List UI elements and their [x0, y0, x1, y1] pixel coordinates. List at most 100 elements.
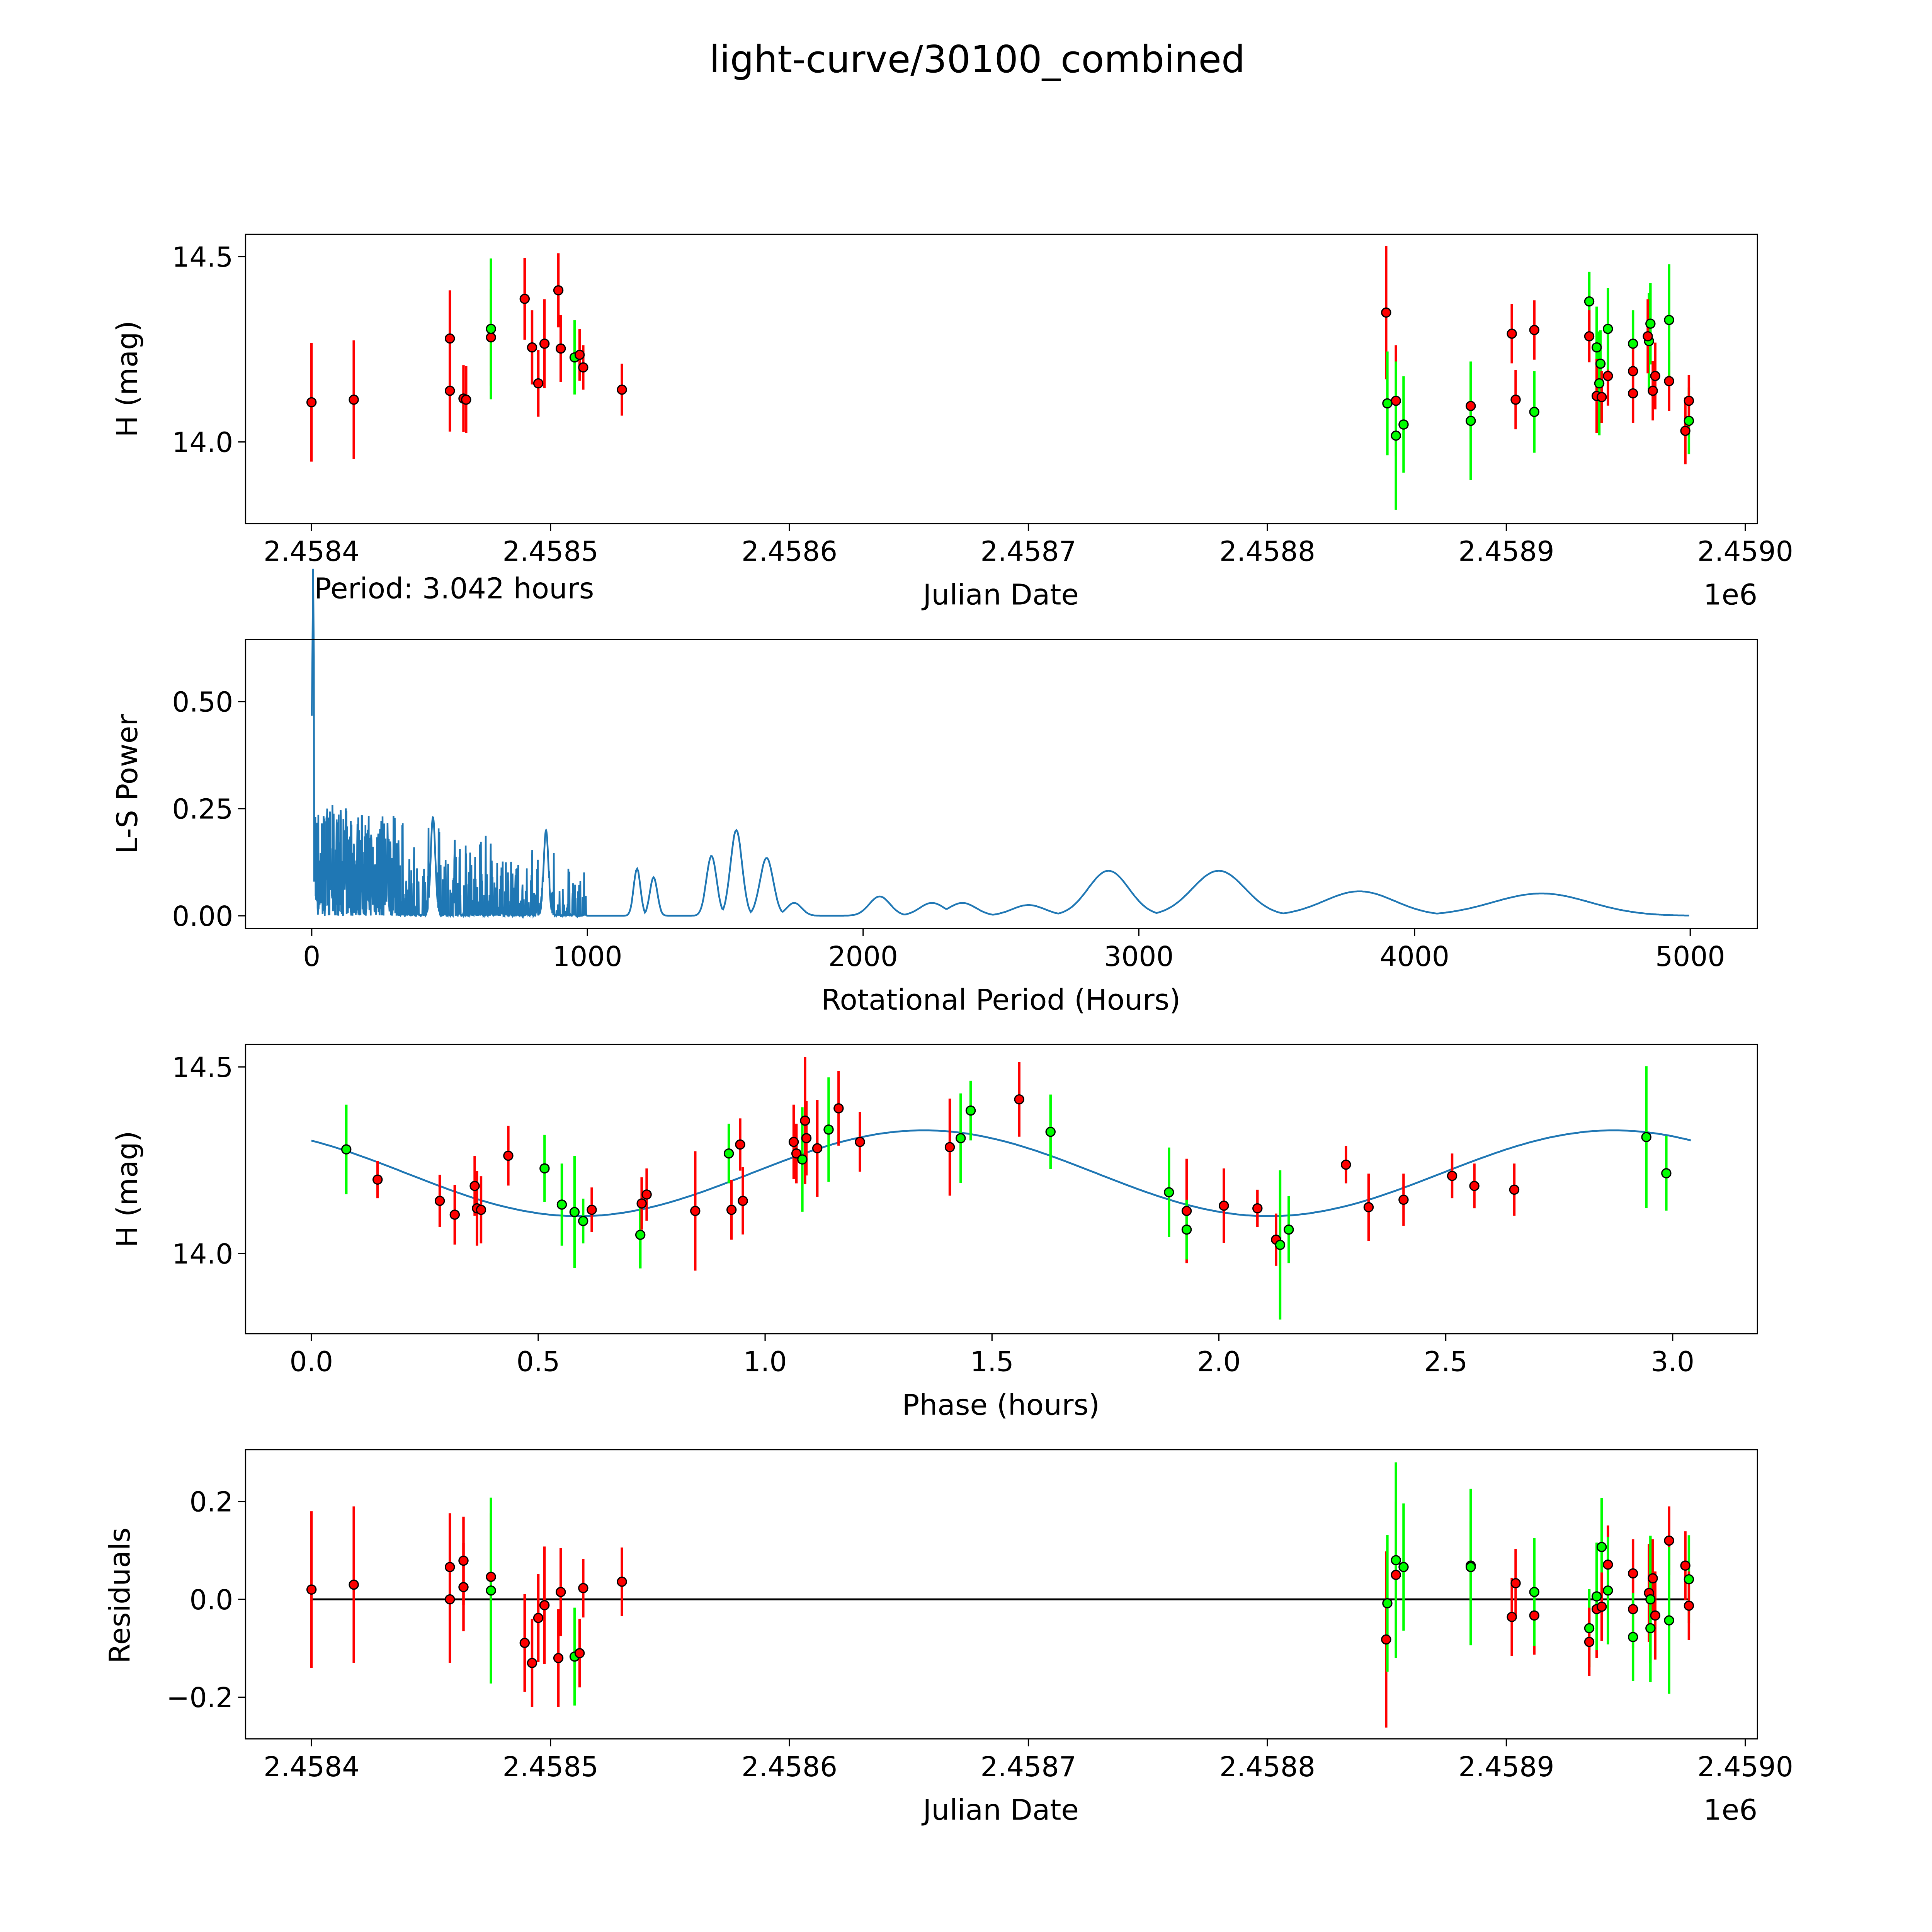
x-tick-label: 0.5 — [517, 1345, 560, 1378]
x-tick-label: 3000 — [1104, 940, 1174, 973]
data-point-red — [539, 338, 550, 349]
data-point-green — [1641, 1132, 1651, 1142]
data-point-green — [1398, 1562, 1409, 1572]
data-point-green — [1181, 1224, 1192, 1235]
data-point-green — [723, 1148, 734, 1159]
data-point-red — [445, 1594, 455, 1605]
light-curve-ylabel: H (mag) — [111, 321, 144, 437]
data-point-red — [1381, 1634, 1391, 1645]
x-tick-label: 2.4590 — [1697, 1751, 1793, 1783]
periodogram-line — [311, 568, 1689, 919]
data-point-red — [1628, 1604, 1638, 1614]
light-curve-panel: 2.4584 2.4585 2.4586 2.4587 2.4588 2.4589 2.45… — [172, 233, 1793, 568]
data-point-green — [1684, 1574, 1694, 1585]
data-point-green — [797, 1154, 808, 1165]
figure-title: light-curve/30100_combined — [709, 37, 1245, 81]
periodogram-xlabel: Rotational Period (Hours) — [821, 983, 1180, 1017]
light-curve-xlabel: Julian Date — [922, 578, 1079, 612]
data-point-green — [1603, 323, 1613, 334]
data-point-red — [306, 1584, 317, 1595]
data-point-red — [1381, 307, 1391, 318]
data-point-green — [1391, 1555, 1401, 1566]
data-point-red — [735, 1139, 745, 1150]
periodogram-ylabel: L-S Power — [111, 714, 144, 854]
x-tick-label: 2.4588 — [1219, 1751, 1315, 1783]
data-point-red — [1398, 1194, 1409, 1205]
data-point-green — [556, 1199, 567, 1210]
data-point-red — [445, 386, 455, 396]
phased-ylabel: H (mag) — [111, 1131, 144, 1247]
data-point-red — [578, 1583, 588, 1594]
axes-frame — [245, 639, 1758, 929]
data-point-red — [476, 1204, 486, 1215]
x-tick-label: 2.4586 — [742, 536, 837, 568]
data-point-red — [1510, 395, 1521, 405]
axes-frame — [245, 233, 1758, 524]
data-point-green — [1684, 415, 1694, 426]
data-point-red — [1650, 1610, 1660, 1621]
data-point-red — [445, 1562, 455, 1572]
x-tick-label: 2.4587 — [980, 536, 1076, 568]
data-point-red — [553, 285, 564, 296]
data-point-red — [1363, 1202, 1374, 1213]
data-point-red — [469, 1180, 480, 1191]
x-tick-label: 2000 — [828, 940, 898, 973]
data-point-red — [1466, 401, 1476, 411]
data-point-red — [738, 1196, 748, 1206]
data-point-green — [539, 1163, 550, 1174]
x-tick-label: 5000 — [1655, 940, 1725, 973]
data-point-green — [569, 1207, 580, 1218]
data-point-red — [1529, 1610, 1539, 1621]
x-tick-label: 2.4584 — [264, 536, 359, 568]
y-tick-label: 0.00 — [172, 900, 233, 932]
data-point-red — [306, 397, 317, 408]
x-tick-label: 2.4584 — [264, 1751, 359, 1783]
y-tick-label: 14.0 — [172, 427, 233, 459]
data-point-red — [791, 1148, 802, 1159]
data-point-red — [1684, 1600, 1694, 1611]
data-point-green — [956, 1133, 966, 1143]
data-point-green — [1591, 1591, 1602, 1602]
data-point-red — [636, 1198, 647, 1209]
data-point-green — [1664, 315, 1674, 325]
data-point-red — [1628, 1568, 1638, 1579]
data-point-red — [533, 1612, 544, 1623]
data-point-red — [690, 1206, 701, 1216]
data-point-red — [486, 1571, 496, 1582]
data-point-red — [1596, 1601, 1607, 1612]
data-point-red — [1509, 1184, 1520, 1195]
x-tick-label: 0 — [303, 940, 320, 973]
data-point-red — [1181, 1206, 1192, 1216]
data-point-green — [965, 1105, 976, 1116]
data-point-green — [486, 323, 496, 334]
data-point-red — [726, 1204, 737, 1215]
x-tick-label: 4000 — [1379, 940, 1449, 973]
data-point-red — [372, 1174, 383, 1185]
data-point-red — [574, 1648, 585, 1658]
data-point-green — [1398, 419, 1409, 430]
axes-frame — [245, 1449, 1758, 1740]
data-point-red — [1510, 1578, 1521, 1588]
data-point-green — [1628, 1632, 1638, 1642]
data-point-red — [1391, 396, 1401, 406]
figure: light-curve/30100_combined 2.4584 2.4585 2… — [103, 37, 1793, 1827]
data-point-red — [812, 1143, 823, 1153]
y-tick-label: −0.2 — [167, 1682, 233, 1714]
y-tick-label: 14.5 — [172, 1051, 233, 1083]
x-tick-label: 2.4589 — [1458, 1751, 1554, 1783]
data-point-green — [1164, 1187, 1174, 1197]
x-tick-label: 3.0 — [1651, 1345, 1694, 1378]
data-point-red — [458, 1555, 469, 1566]
data-point-red — [641, 1189, 652, 1200]
data-point-red — [1684, 396, 1694, 406]
data-point-red — [1650, 371, 1660, 381]
period-annotation: Period: 3.042 hours — [314, 572, 594, 605]
data-point-green — [1584, 296, 1595, 307]
data-point-green — [1645, 1623, 1656, 1634]
data-point-red — [449, 1209, 460, 1220]
phased-panel: 0.0 0.5 1.0 1.5 2.0 2.5 3.0 14.0 14.5 — [172, 1044, 1758, 1378]
data-point-red — [578, 362, 588, 373]
data-point-red — [527, 342, 537, 353]
data-point-red — [349, 1579, 359, 1590]
x-tick-label: 1.0 — [743, 1345, 787, 1378]
